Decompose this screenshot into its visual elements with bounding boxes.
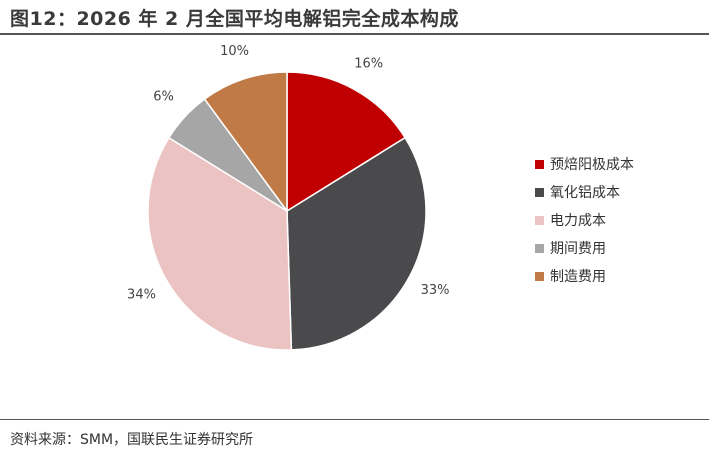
legend-swatch bbox=[535, 159, 544, 169]
legend-item: 制造费用 bbox=[535, 262, 634, 290]
pie-slice bbox=[286, 136, 427, 351]
legend-swatch bbox=[535, 243, 544, 253]
pie-slice bbox=[203, 71, 288, 214]
legend-item: 预焙阳极成本 bbox=[535, 150, 634, 178]
title-divider bbox=[0, 33, 709, 35]
slice-data-label: 33% bbox=[421, 283, 450, 298]
legend-swatch bbox=[535, 187, 544, 197]
legend-label: 预焙阳极成本 bbox=[550, 157, 634, 173]
legend-item: 电力成本 bbox=[535, 206, 634, 234]
legend-item: 期间费用 bbox=[535, 234, 634, 262]
legend-label: 期间费用 bbox=[550, 241, 606, 257]
chart-title: 图12：2026 年 2 月全国平均电解铝完全成本构成 bbox=[10, 8, 459, 30]
pie-slices bbox=[147, 71, 427, 351]
legend-label: 氧化铝成本 bbox=[550, 185, 620, 201]
slice-data-label: 10% bbox=[220, 44, 249, 59]
source-divider bbox=[0, 419, 709, 420]
chart-legend: 预焙阳极成本 氧化铝成本电力成本期间费用制造费用 bbox=[535, 150, 634, 290]
source-note: 资料来源：SMM，国联民生证券研究所 bbox=[10, 432, 254, 448]
slice-data-label: 34% bbox=[127, 288, 156, 303]
slice-data-label: 16% bbox=[354, 57, 383, 72]
pie-labels: 16% 33% 34% 6% 10% bbox=[127, 44, 450, 303]
legend-item: 氧化铝成本 bbox=[535, 178, 634, 206]
legend-label: 电力成本 bbox=[550, 213, 606, 229]
pie-slice bbox=[286, 71, 407, 213]
pie-slice bbox=[147, 136, 293, 351]
legend-label: 制造费用 bbox=[550, 269, 606, 285]
slice-data-label: 6% bbox=[153, 90, 174, 105]
legend-swatch bbox=[535, 215, 544, 225]
legend-swatch bbox=[535, 271, 544, 281]
